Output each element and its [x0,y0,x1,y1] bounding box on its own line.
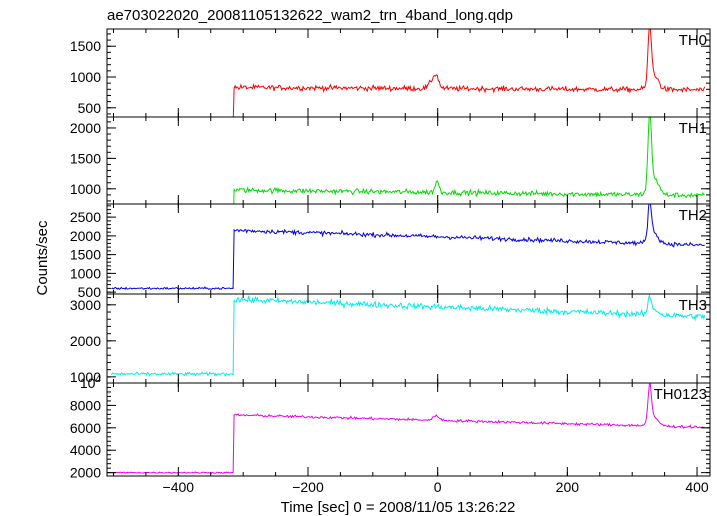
panel-th2: 500 1000 1500 2000 2500 TH2 [70,203,711,300]
y-axis-label: Counts/sec [34,220,51,296]
y-tick-label: 1000 [70,369,101,385]
x-axis-label: Time [sec] 0 = 2008/11/05 13:26:22 [281,499,516,516]
panel-frame [106,203,711,295]
y-tick-label: 2000 [70,333,101,349]
panel-frame [106,382,711,477]
series-line-th3 [111,294,706,377]
series-line-th0123 [111,383,706,474]
y-tick-label: 1000 [70,69,101,85]
panel-label-th3: TH3 [679,297,707,314]
y-tick-label: 500 [78,100,102,116]
panel-th1: 1000 1500 2000 TH1 [70,116,711,205]
panel-th0123: 2000 4000 6000 8000 TH0123 104 [70,374,711,481]
panel-label-th0123: TH0123 [654,386,707,403]
y-tick-label: 3000 [70,297,101,313]
x-tick-label: −400 [163,479,195,495]
panel-frame [106,116,711,205]
panel-th3: 1000 2000 3000 TH3 [70,293,711,385]
x-tick-label: −200 [292,479,324,495]
y-tick-label: 1000 [70,181,101,197]
y-tick-label: 1000 [70,265,101,281]
chart-title: ae703022020_20081105132622_wam2_trn_4ban… [107,7,513,24]
x-tick-label: 0 [434,479,442,495]
series-line-th0 [232,29,706,117]
panel-label-th0: TH0 [679,32,707,49]
y-tick-label: 2000 [70,120,101,136]
y-tick-label: 1500 [70,38,101,54]
y-tick-label: 6000 [70,420,101,436]
x-tick-label: 400 [685,479,709,495]
x-tick-label: 200 [556,479,580,495]
series-line-th1 [233,117,705,204]
y-tick-label: 2500 [70,209,101,225]
panel-label-th2: TH2 [679,207,707,224]
panel-frame [106,28,711,118]
y-tick-label: 500 [78,284,102,300]
panel-th0: 500 1000 1500 TH0 [70,28,711,118]
y-tick-label: 4000 [70,442,101,458]
y-tick-label: 1500 [70,247,101,263]
y-tick-label: 2000 [70,228,101,244]
series-line-th2 [111,204,705,291]
y-top-exponent-label: 104 [80,374,102,391]
y-tick-label: 8000 [70,397,101,413]
y-tick-label: 2000 [70,465,101,481]
panel-label-th1: TH1 [679,120,707,137]
panel-frame [106,293,711,384]
y-tick-label: 1500 [70,150,101,166]
